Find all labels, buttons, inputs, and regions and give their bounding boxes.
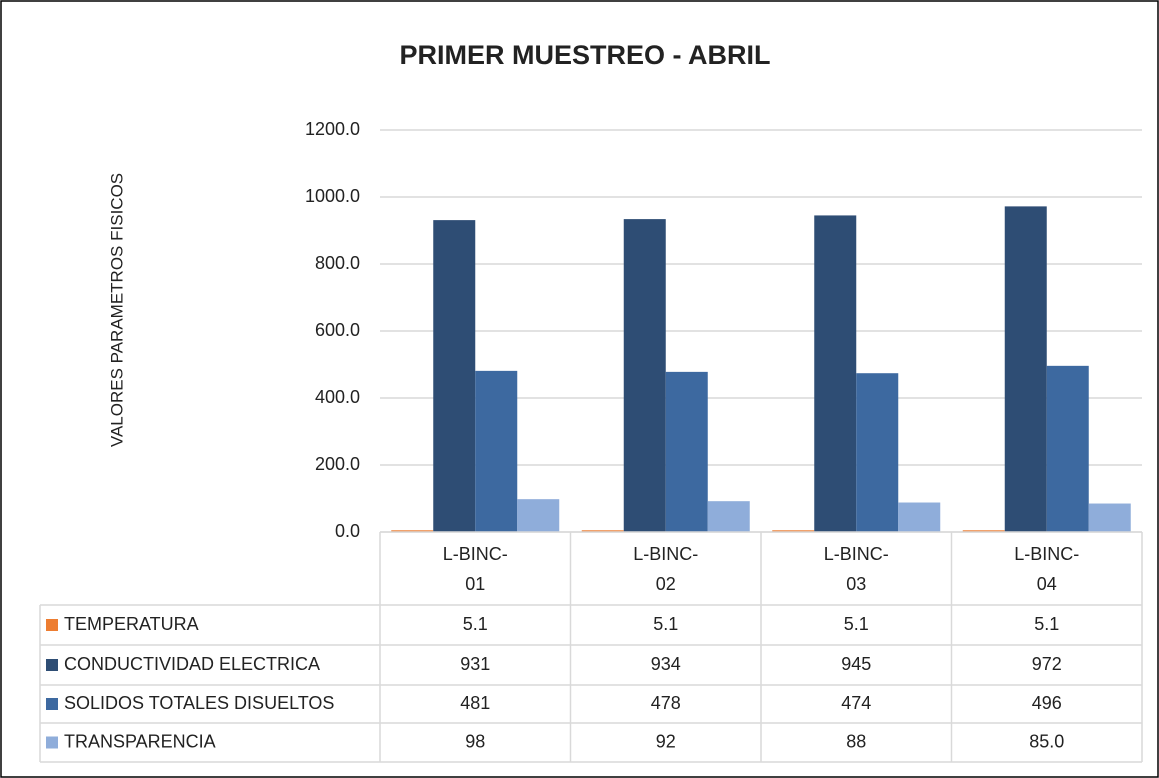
chart-title: PRIMER MUESTREO - ABRIL bbox=[400, 40, 771, 70]
bar bbox=[581, 530, 624, 532]
y-tick-label: 200.0 bbox=[315, 454, 360, 474]
category-label-line: L-BINC- bbox=[1014, 544, 1079, 564]
table-value: 474 bbox=[841, 693, 871, 713]
table-value: 98 bbox=[465, 731, 485, 751]
y-tick-label: 0.0 bbox=[335, 521, 360, 541]
category-label-line: 03 bbox=[846, 574, 866, 594]
bar bbox=[962, 530, 1005, 532]
bar bbox=[475, 370, 518, 532]
bar bbox=[772, 530, 815, 532]
table-value: 92 bbox=[656, 731, 676, 751]
bar bbox=[391, 530, 434, 532]
legend-key bbox=[46, 698, 58, 710]
category-label: L-BINC- 01 bbox=[443, 544, 508, 594]
table-value: 5.1 bbox=[844, 614, 869, 634]
y-tick-label: 1000.0 bbox=[305, 186, 360, 206]
legend-key bbox=[46, 736, 58, 749]
table-value: 88 bbox=[846, 731, 866, 751]
bar bbox=[665, 371, 708, 532]
table-value: 5.1 bbox=[1034, 614, 1059, 634]
table-value: 972 bbox=[1032, 654, 1062, 674]
table-value: 478 bbox=[651, 693, 681, 713]
category-label: L-BINC- 03 bbox=[824, 544, 889, 594]
bar bbox=[856, 373, 899, 532]
table-value: 934 bbox=[651, 654, 681, 674]
y-tick-label: 600.0 bbox=[315, 320, 360, 340]
table-value: 945 bbox=[841, 654, 871, 674]
table-value: 496 bbox=[1032, 693, 1062, 713]
y-tick-label: 1200.0 bbox=[305, 119, 360, 139]
category-label-line: 02 bbox=[656, 574, 676, 594]
category-label-line: 04 bbox=[1037, 574, 1057, 594]
legend-label: CONDUCTIVIDAD ELECTRICA bbox=[64, 654, 320, 674]
table-value: 5.1 bbox=[653, 614, 678, 634]
category-label-line: 01 bbox=[465, 574, 485, 594]
legend-label: TRANSPARENCIA bbox=[64, 731, 216, 751]
legend-key bbox=[46, 619, 58, 631]
legend-label: SOLIDOS TOTALES DISUELTOS bbox=[64, 693, 334, 713]
legend-label: TEMPERATURA bbox=[64, 614, 199, 634]
category-label-line: L-BINC- bbox=[633, 544, 698, 564]
bar bbox=[1004, 206, 1047, 532]
bar bbox=[1088, 503, 1131, 532]
category-label-line: L-BINC- bbox=[824, 544, 889, 564]
bar bbox=[707, 501, 750, 532]
bar bbox=[623, 219, 666, 533]
bar bbox=[1046, 365, 1089, 532]
table-value: 931 bbox=[460, 654, 490, 674]
bar bbox=[898, 502, 941, 532]
table-value: 85.0 bbox=[1029, 731, 1064, 751]
y-axis-title: VALORES PARAMETROS FISICOS bbox=[107, 173, 126, 447]
y-tick-label: 400.0 bbox=[315, 387, 360, 407]
category-label: L-BINC- 02 bbox=[633, 544, 698, 594]
bar bbox=[433, 220, 476, 533]
table-value: 481 bbox=[460, 693, 490, 713]
category-label: L-BINC- 04 bbox=[1014, 544, 1079, 594]
category-label-line: L-BINC- bbox=[443, 544, 508, 564]
bar bbox=[517, 499, 560, 532]
bar bbox=[814, 215, 857, 533]
table-value: 5.1 bbox=[463, 614, 488, 634]
y-tick-label: 800.0 bbox=[315, 253, 360, 273]
legend-key bbox=[46, 659, 58, 671]
